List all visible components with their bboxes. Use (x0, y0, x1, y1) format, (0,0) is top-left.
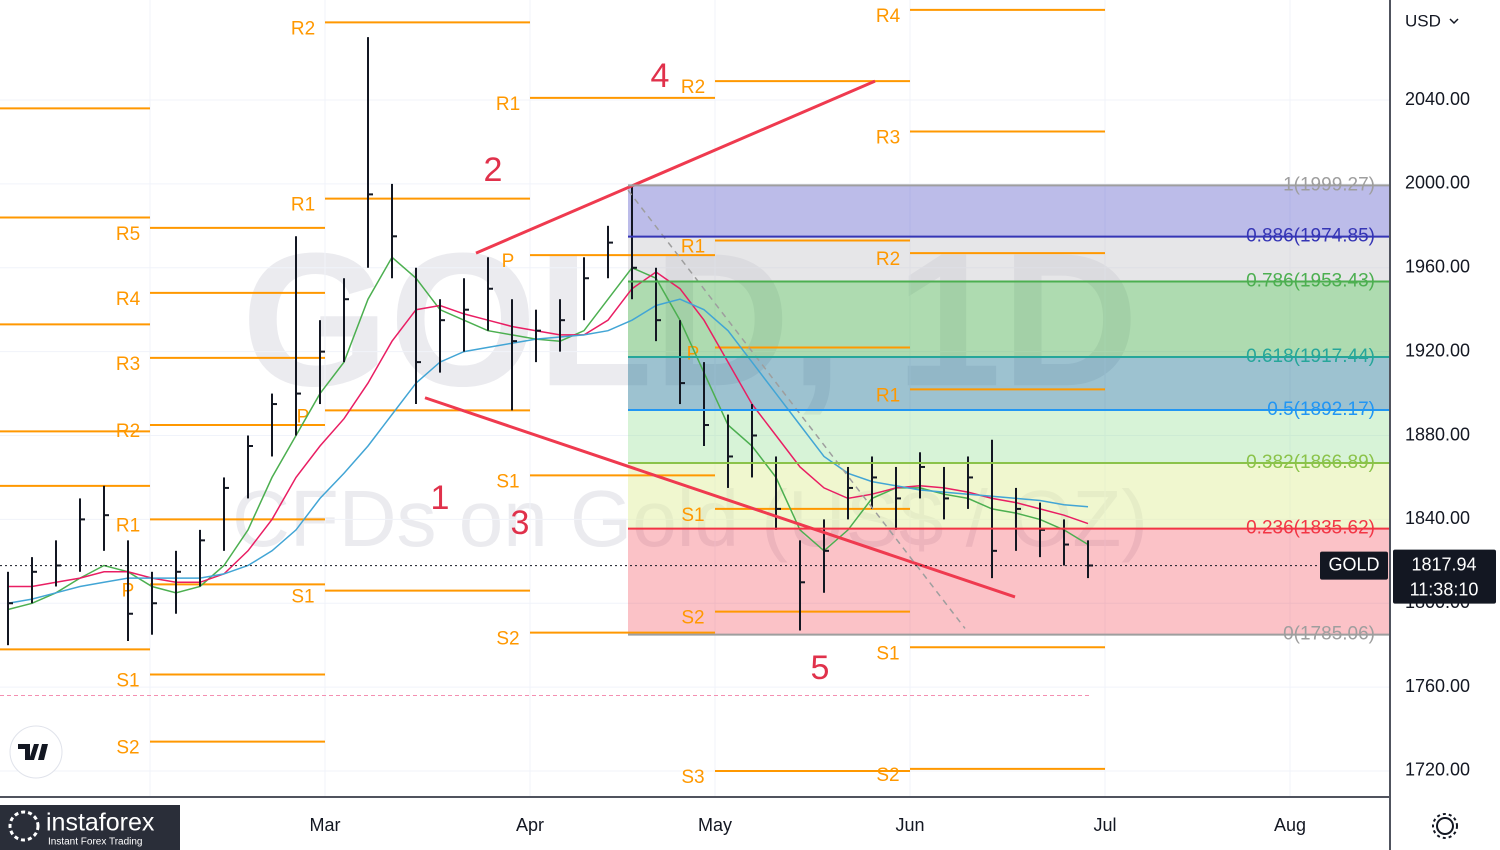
wave-label: 3 (511, 504, 530, 542)
fib-zone (628, 528, 1390, 635)
pivot-label: S3 (681, 767, 704, 788)
wave-label: 2 (484, 151, 503, 189)
pivot-label: P (502, 251, 515, 272)
watermark: GOLD, 1D (241, 214, 1138, 426)
pivot-label: R1 (291, 195, 315, 216)
brand-tagline: Instant Forex Trading (48, 837, 143, 848)
fib-label: 0.886(1974.85) (1246, 226, 1375, 247)
pivot-label: R2 (681, 77, 705, 98)
symbol-label: GOLD (1328, 554, 1379, 574)
pivot-label: R3 (876, 127, 900, 148)
y-tick-label: 1720.00 (1405, 760, 1470, 780)
pivot-label: S1 (876, 643, 899, 664)
x-tick-label: May (698, 815, 732, 835)
pivot-label: S2 (496, 629, 519, 650)
moving-average (7, 298, 1089, 605)
pivot-label: S2 (681, 608, 704, 629)
pivot-label: R2 (876, 249, 900, 270)
pivot-label: R4 (116, 289, 141, 310)
fib-label: 0.618(1917.44) (1246, 346, 1375, 367)
brand-icon (8, 810, 40, 842)
pivot-label: S1 (496, 471, 519, 492)
pivot-label: R2 (291, 18, 315, 39)
wave-label: 5 (811, 649, 830, 687)
fib-zone (628, 281, 1390, 358)
moving-average (8, 271, 1089, 588)
y-tick-label: 1840.00 (1405, 508, 1470, 528)
pivot-label: S1 (681, 505, 704, 526)
fib-label: 1(1999.27) (1283, 174, 1375, 195)
wave-label: 4 (651, 57, 670, 95)
pivot-label: R1 (681, 237, 705, 258)
pivot-label: R4 (876, 6, 901, 27)
fib-label: 0.382(1866.89) (1246, 452, 1375, 473)
wave-label: 1 (431, 479, 450, 517)
currency-caret (1449, 18, 1459, 25)
x-tick-label: Apr (516, 815, 544, 835)
y-tick-label: 2000.00 (1405, 173, 1470, 193)
fib-zone (628, 236, 1390, 282)
fib-label: 0.5(1892.17) (1267, 399, 1375, 420)
symbol-box (1320, 551, 1388, 580)
fib-zone (628, 462, 1390, 529)
price-box (1393, 549, 1496, 604)
y-tick-label: 2040.00 (1405, 89, 1470, 109)
pivot-label: S2 (116, 738, 139, 759)
fib-label: 0.236(1835.62) (1246, 518, 1375, 539)
y-tick-label: 1760.00 (1405, 676, 1470, 696)
pivot-label: S1 (116, 671, 139, 692)
pivot-label: P (297, 406, 310, 427)
pivot-label: S2 (876, 765, 899, 786)
brand-name: instaforex (46, 809, 155, 837)
pivot-label: R3 (116, 354, 140, 375)
x-tick-label: Jun (895, 815, 924, 835)
tradingview-logo (9, 725, 63, 779)
fib-zone (628, 185, 1390, 237)
trendline (475, 79, 876, 255)
pivot-label: P (687, 343, 700, 364)
y-tick-label: 1960.00 (1405, 257, 1470, 277)
pivot-label: R1 (876, 385, 900, 406)
pivot-label: R5 (116, 224, 140, 245)
x-tick-label: Aug (1274, 815, 1306, 835)
pivot-label: R1 (496, 94, 520, 115)
countdown-label: 11:38:10 (1410, 579, 1479, 599)
price-label: 1817.94 (1411, 554, 1476, 574)
x-tick-label: Mar (310, 815, 341, 835)
plot: GOLD, 1DCFDs on Gold (US$ / OZ)MarAprMay… (0, 0, 1390, 835)
settings-icon[interactable] (1432, 813, 1458, 839)
y-tick-label: 1920.00 (1405, 340, 1470, 360)
pivot-label: R1 (116, 515, 140, 536)
trendline (424, 396, 1016, 599)
x-tick-label: Jul (1093, 815, 1116, 835)
y-tick-label: 1880.00 (1405, 424, 1470, 444)
pivot-label: R2 (116, 421, 140, 442)
fib-label: 0(1785.06) (1283, 624, 1375, 645)
fib-label: 0.786(1953.43) (1246, 271, 1375, 292)
pivot-label: S1 (291, 587, 314, 608)
currency[interactable]: USD (1405, 11, 1441, 30)
